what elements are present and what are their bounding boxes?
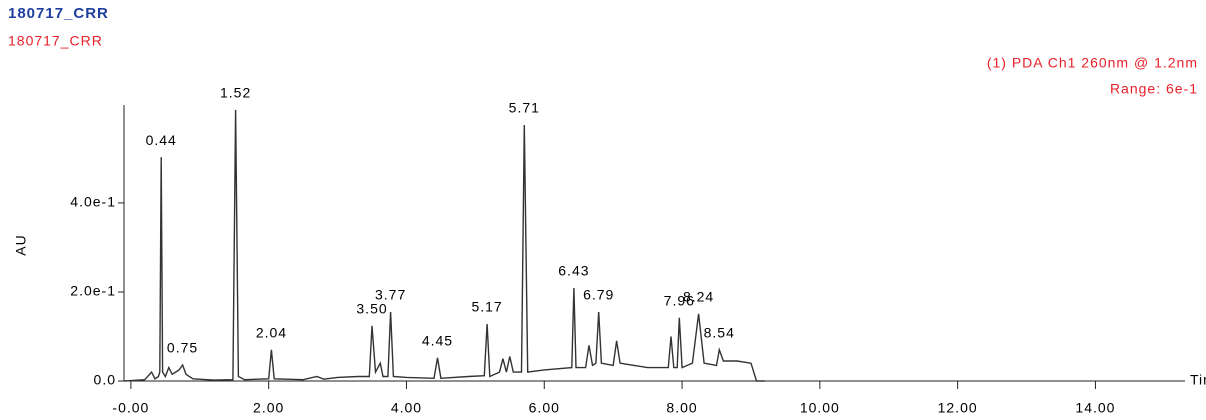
- peak-label: 2.04: [256, 325, 287, 341]
- peak-label: 0.75: [167, 340, 198, 356]
- x-tick-label: 4.00: [391, 400, 422, 416]
- x-axis-label: Time: [1190, 372, 1206, 388]
- x-tick-label: 10.00: [800, 400, 840, 416]
- trace: [123, 109, 765, 382]
- y-tick-label: 4.0e-1: [70, 194, 116, 210]
- chart-title: 180717_CRR: [8, 5, 109, 22]
- x-tick-label: -0.00: [112, 400, 149, 416]
- y-tick-label: 2.0e-1: [70, 283, 116, 299]
- peak-label: 1.52: [220, 85, 251, 101]
- peak-label: 3.50: [356, 301, 387, 317]
- peak-label: 4.45: [422, 333, 453, 349]
- subtitle: 180717_CRR: [8, 33, 103, 49]
- y-axis-label: AU: [13, 234, 29, 255]
- x-tick-label: 12.00: [938, 400, 978, 416]
- x-tick-label: 2.00: [253, 400, 284, 416]
- peak-label: 6.79: [583, 287, 614, 303]
- y-tick-label: 0.0: [94, 372, 116, 388]
- peak-label: 8.24: [683, 288, 714, 304]
- x-tick-label: 8.00: [666, 400, 697, 416]
- x-tick-label: 14.00: [1075, 400, 1115, 416]
- range: Range: 6e-1: [1110, 81, 1198, 97]
- channel: (1) PDA Ch1 260nm @ 1.2nm: [987, 55, 1198, 71]
- peak-label: 8.54: [704, 325, 735, 341]
- x-tick-label: 6.00: [529, 400, 560, 416]
- peak-label: 5.71: [509, 100, 540, 116]
- peak-label: 0.44: [146, 132, 177, 148]
- peak-label: 5.17: [471, 299, 502, 315]
- peak-label: 7.96: [664, 292, 695, 308]
- peak-label: 6.43: [558, 263, 589, 279]
- peak-label: 3.77: [375, 287, 406, 303]
